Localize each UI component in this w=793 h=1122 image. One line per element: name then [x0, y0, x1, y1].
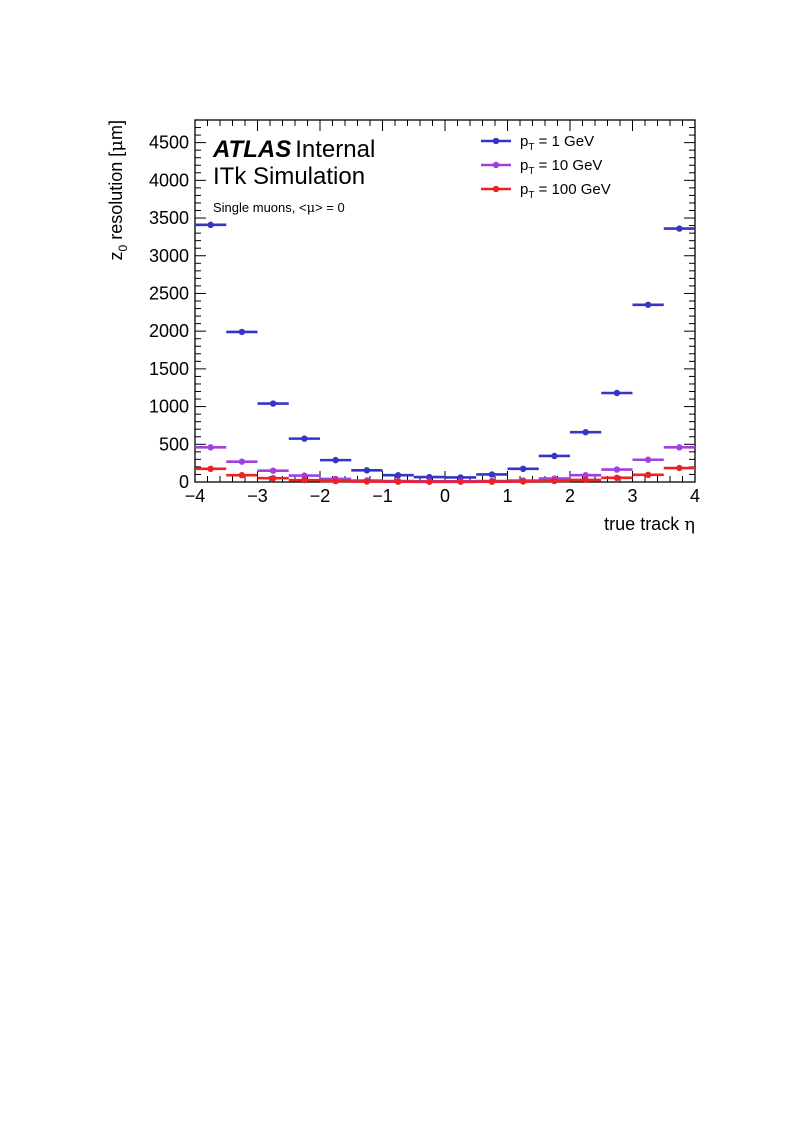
data-point: [269, 400, 277, 407]
x-tick-label: 0: [440, 486, 450, 506]
data-point: [676, 225, 683, 232]
y-tick-label: 4000: [149, 170, 189, 190]
sample-mu: μ: [307, 201, 315, 216]
data-point: [301, 476, 308, 484]
data-point: [488, 471, 496, 478]
legend-label: pT = 10 GeV: [520, 157, 602, 177]
series-3: [195, 464, 695, 485]
data-point: [644, 301, 652, 308]
data-point: [613, 389, 621, 397]
legend: pT = 1 GeV pT = 10 GeV pT = 100 GeV: [481, 133, 611, 201]
data-point: [582, 472, 589, 479]
x-axis-label: true track η: [604, 514, 695, 535]
sample-suffix: > = 0: [315, 200, 345, 215]
y-axis-label-z: z: [106, 251, 126, 260]
data-point: [269, 467, 277, 474]
data-point: [301, 435, 308, 442]
legend-label: pT = 100 GeV: [520, 181, 611, 201]
x-tick-label: 3: [627, 486, 637, 506]
data-marks: [195, 221, 695, 485]
y-axis-label-sub: 0: [116, 244, 130, 251]
data-point: [644, 471, 652, 479]
y-tick-label: 3500: [149, 208, 189, 228]
y-tick-label: 2500: [149, 283, 189, 303]
data-point: [551, 477, 558, 485]
data-point: [488, 478, 496, 485]
y-axis-label: z0 resolution [μm]: [106, 120, 130, 260]
y-tick-label: 2000: [149, 321, 189, 341]
x-axis-label-eta: η: [684, 514, 695, 535]
legend-marker: [492, 137, 500, 145]
legend-item: pT = 100 GeV: [481, 181, 611, 201]
y-tick-label: 4500: [149, 133, 189, 153]
data-point: [519, 478, 527, 485]
data-point: [207, 465, 214, 473]
y-tick-label: 1500: [149, 359, 189, 379]
data-point: [332, 477, 339, 485]
atlas-label: ATLAS Internal: [212, 136, 375, 163]
data-point: [238, 458, 246, 465]
y-tick-label: 0: [179, 472, 189, 492]
legend-item: pT = 1 GeV: [481, 133, 594, 153]
y-tick-label: 500: [159, 434, 189, 454]
data-point: [301, 472, 308, 479]
x-tick-label: 4: [690, 486, 700, 506]
x-tick-label: −2: [310, 486, 331, 506]
y-axis-label-rest: resolution [: [106, 152, 126, 245]
data-point: [363, 467, 371, 474]
data-point: [613, 474, 621, 482]
data-point: [269, 475, 277, 482]
sample-prefix: Single muons, <: [213, 200, 307, 215]
x-tick-label: 1: [502, 486, 512, 506]
data-point: [676, 464, 683, 472]
legend-marker: [492, 185, 500, 193]
data-point: [582, 429, 589, 436]
x-axis-label-text: true track: [604, 514, 684, 534]
atlas-status: Internal: [295, 136, 375, 163]
series-1: [195, 221, 695, 481]
data-point: [613, 466, 621, 473]
y-tick-label: 1000: [149, 397, 189, 417]
data-point: [207, 221, 214, 229]
legend-item: pT = 10 GeV: [481, 157, 602, 177]
legend-marker: [492, 161, 500, 169]
data-point: [676, 444, 683, 451]
data-point: [394, 478, 402, 485]
data-point: [394, 472, 402, 479]
data-point: [238, 472, 246, 479]
data-point: [426, 478, 433, 485]
x-tick-labels: −4 −3 −2 −1 0 1 2 3 4: [185, 486, 700, 506]
data-point: [644, 456, 652, 463]
atlas-experiment: ATLAS: [212, 136, 291, 163]
x-tick-label: −1: [372, 486, 393, 506]
data-point: [363, 478, 371, 485]
data-point: [332, 456, 339, 464]
x-tick-label: −4: [185, 486, 206, 506]
axis-ticks: [194, 119, 696, 483]
x-tick-label: 2: [565, 486, 575, 506]
x-tick-label: −3: [247, 486, 268, 506]
data-point: [207, 444, 214, 451]
y-axis-label-mu: μ: [106, 140, 127, 152]
sample-label: Single muons, <μ> = 0: [213, 200, 345, 216]
itk-simulation-label: ITk Simulation: [213, 163, 365, 190]
data-point: [238, 328, 246, 336]
data-point: [551, 452, 558, 460]
data-point: [519, 465, 527, 473]
y-axis-label-unit: m]: [106, 120, 126, 140]
legend-label: pT = 1 GeV: [520, 133, 594, 153]
y-tick-labels: 0 500 1000 1500 2000 2500 3000 3500 4000 4500: [149, 133, 189, 492]
data-point: [457, 478, 464, 485]
y-tick-label: 3000: [149, 246, 189, 266]
data-point: [582, 476, 589, 484]
